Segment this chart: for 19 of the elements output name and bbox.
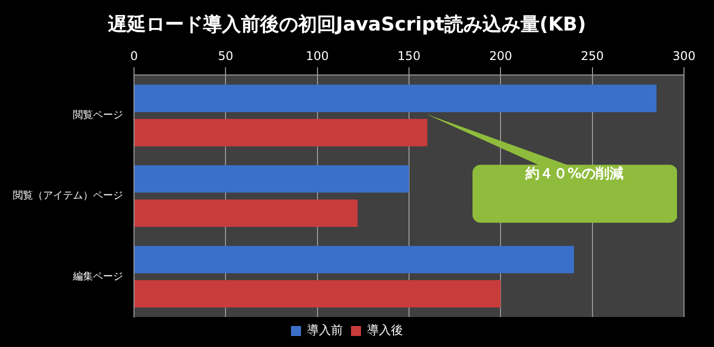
y-tick-label: 編集ページ	[72, 270, 123, 282]
bar	[134, 280, 501, 308]
legend-label: 導入後	[367, 323, 403, 338]
annotation: 約４０%の削減	[472, 164, 677, 223]
x-tick-label: 150	[398, 49, 420, 64]
x-tick-label: 100	[306, 49, 329, 64]
y-tick-label: 閲覧（アイテム）ページ	[13, 190, 123, 202]
legend-label: 導入前	[307, 323, 343, 338]
x-tick-label: 250	[580, 49, 604, 64]
y-tick-label: 閲覧ページ	[73, 110, 123, 122]
chart-title: 遅延ロード導入前後の初回JavaScript読み込み量(KB)	[106, 13, 586, 36]
x-tick-label: 300	[672, 49, 696, 64]
bar	[134, 165, 409, 193]
bar	[134, 200, 358, 227]
bar	[134, 84, 656, 112]
x-tick-label: 200	[489, 49, 512, 64]
bar	[134, 246, 574, 274]
x-tick-label: 0	[130, 49, 138, 64]
x-tick-label: 50	[218, 49, 234, 64]
